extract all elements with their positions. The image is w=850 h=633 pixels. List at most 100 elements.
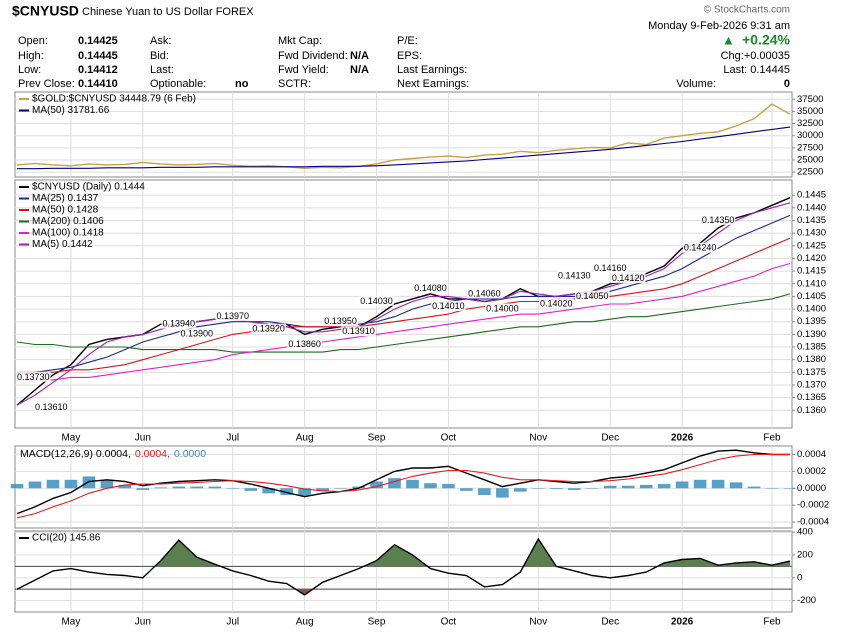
histogram-bar — [675, 481, 689, 489]
histogram-bar — [765, 488, 779, 489]
panel-frame — [14, 445, 793, 529]
x-tick-label: May — [61, 433, 80, 444]
price-label-bg — [413, 283, 448, 294]
y-tick-label: 0.1445 — [797, 190, 826, 201]
price-label: 0.14000 — [486, 303, 519, 313]
x-tick-label: Dec — [601, 433, 619, 444]
price-label: 0.13920 — [252, 324, 285, 334]
price-label: 0.14030 — [360, 296, 393, 306]
price-label: 0.13900 — [180, 329, 213, 339]
quote-label: Last: — [150, 64, 174, 76]
y-tick-label: 0.1435 — [797, 215, 826, 226]
y-tick-label: 0 — [797, 572, 802, 583]
y-tick-label: 0.1370 — [797, 379, 826, 390]
legend-entry: MA(50) 0.1428 — [32, 205, 99, 216]
histogram-bar — [442, 484, 455, 489]
histogram-bar — [136, 488, 150, 490]
price-label: 0.14240 — [684, 243, 717, 253]
price-label-bg — [682, 242, 718, 253]
legend-entry: MA(25) 0.1437 — [32, 193, 99, 204]
price-label-bg — [251, 323, 286, 334]
histogram-bar — [747, 486, 761, 489]
y-tick-label: 0.1415 — [797, 266, 826, 277]
quote-value: 0.14425 — [78, 35, 118, 47]
histogram-bar — [532, 488, 545, 489]
histogram-bar — [711, 479, 725, 489]
quote-value: no — [235, 78, 249, 90]
series-line — [16, 293, 791, 353]
price-label: 0.13970 — [216, 311, 249, 321]
x-tick-label: Dec — [601, 617, 619, 628]
histogram-bar — [496, 488, 509, 498]
histogram-bar — [352, 486, 365, 489]
histogram-bar — [370, 481, 383, 489]
quote-label: Bid: — [150, 50, 169, 62]
y-tick-label: -200 — [797, 595, 816, 606]
histogram-bar — [388, 478, 401, 489]
y-tick-label: 0.1405 — [797, 291, 826, 302]
quote-label: Low: — [18, 64, 41, 76]
y-tick-label: 0.1360 — [797, 405, 826, 416]
series-line — [16, 202, 791, 406]
quote-value: 0.14412 — [78, 64, 118, 76]
histogram-bar — [64, 479, 78, 489]
y-tick-label: 0.1425 — [797, 240, 826, 251]
legend-entry: MA(200) 0.1406 — [32, 216, 104, 227]
quote-value: 0.14445 — [78, 50, 118, 62]
last: Last: 0.14445 — [723, 64, 790, 76]
x-tick-label: Sep — [368, 617, 386, 628]
x-tick-label: Aug — [296, 433, 314, 444]
histogram-bar — [100, 479, 114, 489]
histogram-bar — [550, 488, 563, 490]
histogram-bar — [603, 485, 617, 489]
series-line — [17, 262, 791, 381]
price-label-bg — [610, 273, 646, 284]
price-label-bg — [287, 338, 322, 349]
volume: 0 — [784, 78, 790, 90]
y-tick-label: 0.1440 — [797, 202, 826, 213]
price-label-bg — [557, 270, 592, 281]
price-label-bg — [431, 300, 466, 311]
title: $CNYUSD — [12, 3, 79, 19]
y-tick-label: 0.1365 — [797, 392, 826, 403]
y-tick-label: 22500 — [797, 167, 823, 178]
quote-label: Ask: — [150, 35, 171, 47]
subtitle: Chinese Yuan to US Dollar FOREX — [82, 6, 254, 18]
legend-entry: MA(5) 0.1442 — [32, 239, 93, 250]
y-tick-label: 0.1380 — [797, 354, 826, 365]
y-tick-label: 0.1420 — [797, 253, 826, 264]
up-arrow: ▲ — [722, 32, 735, 47]
x-tick-label: Oct — [441, 617, 457, 628]
quote-label: Prev Close: — [18, 78, 75, 90]
price-label-bg — [359, 295, 394, 306]
quote-label: P/E: — [397, 35, 418, 47]
quote-label: Fwd Yield: — [278, 64, 329, 76]
panel-frame — [14, 179, 793, 429]
price-label-bg — [485, 303, 520, 314]
y-tick-label: 27500 — [797, 142, 823, 153]
y-tick-label: 0.1385 — [797, 342, 826, 353]
histogram-bar — [208, 486, 222, 489]
histogram-bar — [621, 485, 635, 489]
x-tick-label: Jun — [135, 433, 151, 444]
histogram-bar — [729, 482, 743, 489]
volume-label: Volume: — [676, 78, 716, 90]
cci-fill-low — [295, 589, 313, 595]
histogram-bar — [478, 488, 491, 496]
x-tick-label: Jul — [226, 433, 239, 444]
histogram-bar — [262, 488, 275, 494]
histogram-bar — [406, 479, 419, 489]
y-tick-label: 200 — [797, 549, 813, 560]
price-label: 0.13610 — [35, 402, 68, 412]
x-tick-label: 2026 — [671, 433, 694, 444]
histogram-bar — [639, 484, 653, 489]
series-line — [17, 126, 791, 170]
y-tick-label: 32500 — [797, 118, 823, 129]
price-label-bg — [33, 402, 69, 413]
legend-entry: MA(50) 31781.66 — [32, 105, 110, 116]
x-tick-label: Nov — [529, 617, 547, 628]
legend-entry: CCI(20) 145.86 — [32, 533, 101, 544]
histogram-bar — [514, 488, 527, 492]
histogram-bar — [154, 487, 168, 489]
